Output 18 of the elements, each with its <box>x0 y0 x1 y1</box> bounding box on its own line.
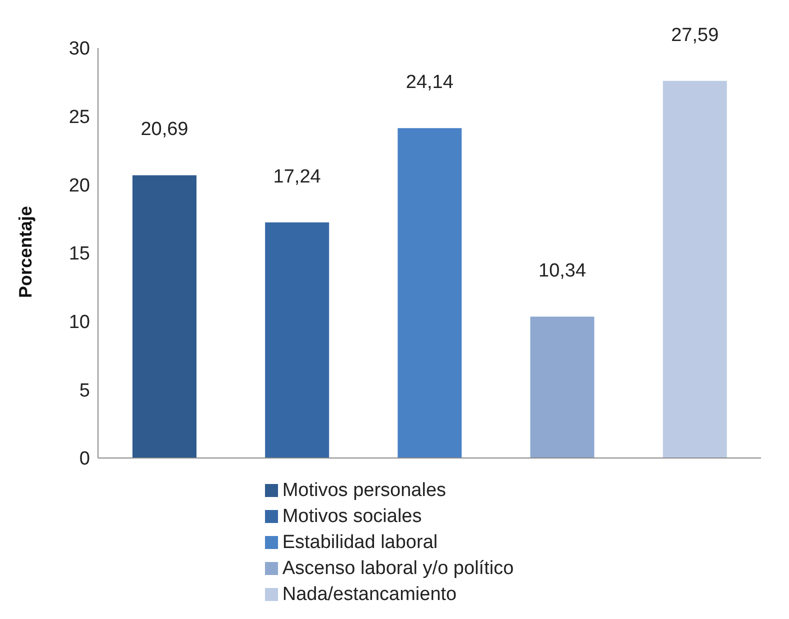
legend-label: Estabilidad laboral <box>282 532 438 553</box>
y-tick-label: 15 <box>68 244 90 265</box>
legend-label: Motivos personales <box>282 480 446 501</box>
legend-label: Motivos sociales <box>282 506 422 527</box>
legend-label: Nada/estancamiento <box>282 584 457 605</box>
y-axis-title: Porcentaje <box>15 206 36 298</box>
data-label: 27,59 <box>671 24 719 46</box>
data-label: 24,14 <box>406 72 454 94</box>
data-label: 20,69 <box>140 119 188 140</box>
data-label: 17,24 <box>273 166 322 188</box>
y-tick-label: 10 <box>68 312 90 334</box>
y-tick-label: 5 <box>79 380 90 402</box>
legend-label: Ascenso laboral y/o político <box>282 558 514 579</box>
y-tick-label: 20 <box>68 175 90 196</box>
y-tick-label: 30 <box>68 38 90 60</box>
y-tick-label: 25 <box>68 107 90 128</box>
y-tick-label: 0 <box>79 448 90 470</box>
data-label: 10,34 <box>538 260 586 282</box>
